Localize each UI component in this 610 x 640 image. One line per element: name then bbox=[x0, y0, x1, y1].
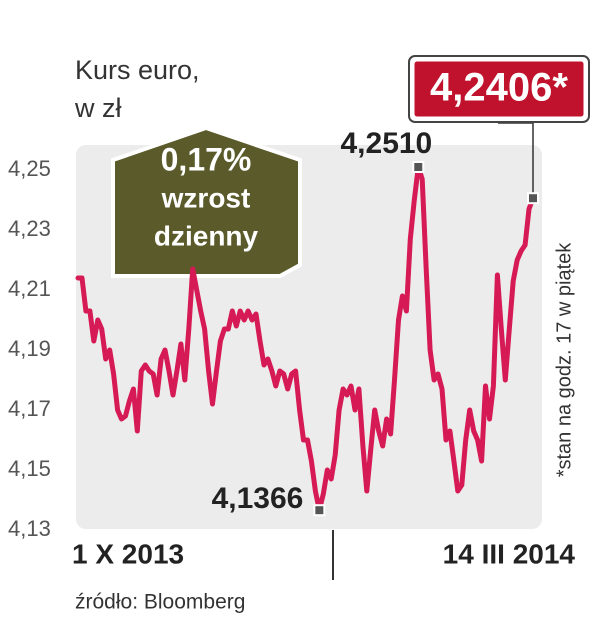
source: źródło: Bloomberg bbox=[75, 591, 245, 614]
value-label: 4,2510 bbox=[340, 127, 432, 160]
value-box-border bbox=[408, 55, 590, 123]
badge-text: dzienny bbox=[154, 220, 259, 251]
y-tick-label: 4,13 bbox=[8, 516, 51, 541]
y-tick-label: 4,21 bbox=[8, 276, 51, 301]
line-series bbox=[75, 164, 536, 513]
value-label: 4,2406* bbox=[430, 66, 568, 110]
y-tick-label: 4,23 bbox=[8, 216, 51, 241]
value-box bbox=[411, 58, 587, 120]
y-tick-label: 4,25 bbox=[8, 156, 51, 181]
point-marker bbox=[412, 161, 425, 173]
chart-subtitle: w zł bbox=[74, 93, 122, 123]
point-marker bbox=[313, 504, 326, 517]
y-tick-label: 4,17 bbox=[8, 396, 51, 421]
y-tick-label: 4,19 bbox=[8, 336, 51, 361]
badge-text: 0,17% bbox=[161, 141, 252, 177]
y-tick-label: 4,15 bbox=[8, 456, 51, 481]
value-label: 4,1366 bbox=[212, 482, 304, 515]
point-marker bbox=[527, 192, 539, 205]
x-tick-label: 14 III 2014 bbox=[443, 538, 576, 569]
x-tick-label: 1 X 2013 bbox=[72, 538, 184, 569]
badge-shape bbox=[111, 125, 302, 278]
badge-text: wzrost bbox=[161, 182, 251, 213]
footnote: *stan na godz. 17 w piątek bbox=[553, 242, 575, 478]
chart-title: Kurs euro, bbox=[75, 55, 200, 85]
